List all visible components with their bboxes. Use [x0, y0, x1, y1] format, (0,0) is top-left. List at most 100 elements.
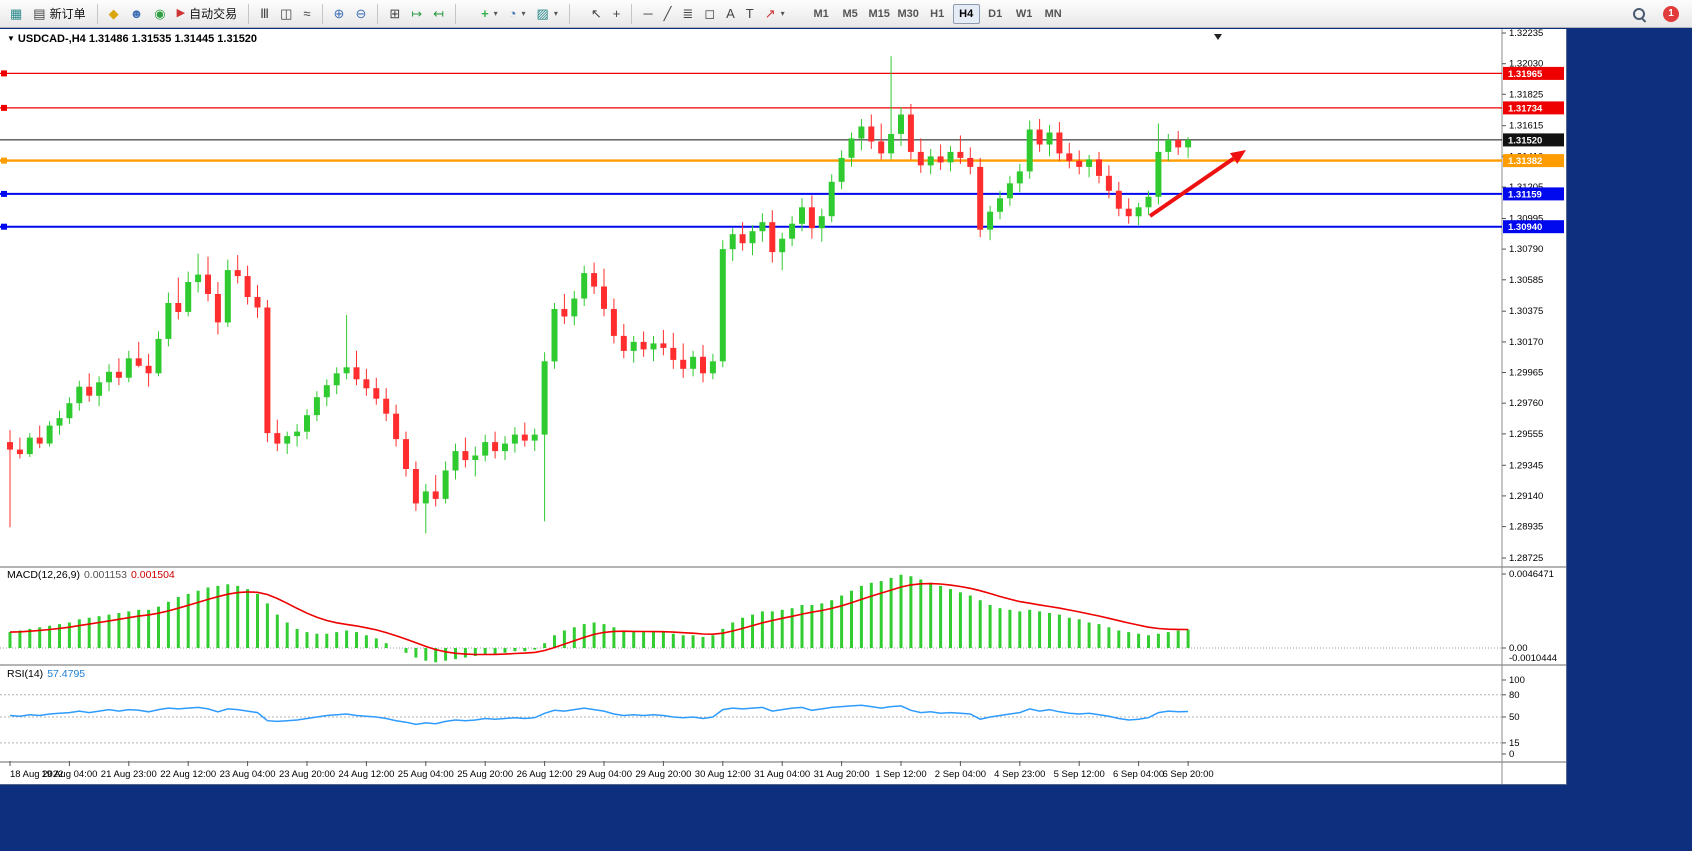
timeframe-w1[interactable]: W1 — [1011, 4, 1038, 24]
chart-window[interactable]: 1.322351.320301.318251.316151.314101.312… — [0, 29, 1567, 785]
timeframe-m1[interactable]: M1 — [808, 4, 835, 24]
trendline-icon: ╱ — [663, 6, 672, 21]
zoom-out-button[interactable]: ⊖ — [350, 3, 371, 25]
trendline-tool-button[interactable]: ╱ — [659, 3, 677, 25]
timeframe-mn[interactable]: MN — [1040, 4, 1067, 24]
timeframe-m15[interactable]: M15 — [866, 4, 893, 24]
auto-scroll-button[interactable]: ↦ — [406, 3, 427, 25]
svg-text:6 Sep 20:00: 6 Sep 20:00 — [1162, 769, 1213, 780]
svg-text:0.0046471: 0.0046471 — [1509, 569, 1554, 580]
market-button[interactable]: ◆ — [104, 3, 124, 25]
chart-canvas[interactable]: 1.322351.320301.318251.316151.314101.312… — [0, 29, 1566, 784]
periods-button[interactable]: ◔ ▾ — [504, 3, 531, 25]
svg-text:1.29345: 1.29345 — [1509, 460, 1543, 471]
dropdown-icon: ▾ — [493, 9, 498, 18]
toolbar-separator — [455, 3, 457, 24]
community-button[interactable]: ◉ — [149, 3, 170, 25]
cursor-button[interactable]: ↖ — [586, 3, 607, 25]
support-resistance-line[interactable] — [0, 157, 1502, 164]
svg-text:50: 50 — [1509, 712, 1520, 723]
timeframe-m30[interactable]: M30 — [895, 4, 922, 24]
zoom-out-icon: ⊖ — [355, 6, 367, 21]
svg-text:1 Sep 12:00: 1 Sep 12:00 — [875, 769, 926, 780]
svg-text:1.31615: 1.31615 — [1509, 121, 1543, 132]
auto-trading-button[interactable]: ▶ 自动交易 — [172, 3, 242, 25]
timeframe-h1[interactable]: H1 — [924, 4, 951, 24]
community-icon: ◉ — [154, 6, 166, 21]
line-chart-button[interactable]: ≈ — [298, 3, 315, 25]
svg-text:2 Sep 04:00: 2 Sep 04:00 — [935, 769, 986, 780]
search-button[interactable] — [1626, 3, 1652, 25]
toolbar-separator — [377, 3, 379, 24]
macd-signal-value: 0.001504 — [130, 569, 175, 581]
trend-arrow[interactable] — [1148, 150, 1246, 218]
macd-layer: 0.0046471 0.00-0.0010444 — [8, 569, 1557, 664]
zoom-in-button[interactable]: ⊕ — [329, 3, 350, 25]
fibonacci-tool-button[interactable]: ≣ — [677, 3, 698, 25]
rsi-layer: 100 80 50 150 — [9, 675, 1525, 760]
tile-windows-button[interactable]: ⊞ — [384, 3, 405, 25]
svg-text:1.29760: 1.29760 — [1509, 398, 1543, 409]
svg-text:-0.0010444: -0.0010444 — [1509, 653, 1557, 664]
bar-chart-button[interactable]: Ⅲ — [255, 3, 274, 25]
toolbar-separator — [96, 3, 98, 24]
svg-text:100: 100 — [1509, 675, 1525, 686]
crosshair-icon: + — [612, 6, 621, 21]
svg-text:15: 15 — [1509, 738, 1520, 749]
svg-text:1.32235: 1.32235 — [1509, 29, 1543, 39]
label-tool-button[interactable]: T — [741, 3, 759, 25]
price-tags: 1.31965 1.31734 1.31382 1.31159 1.30940 1.315… — [1503, 66, 1564, 234]
chart-ohlc-values: 1.31486 1.31535 1.31445 1.31520 — [88, 33, 258, 45]
svg-text:1.28935: 1.28935 — [1509, 522, 1543, 533]
svg-text:1.31159: 1.31159 — [1508, 189, 1542, 200]
timeframe-d1[interactable]: D1 — [982, 4, 1009, 24]
label-tool-icon: T — [745, 6, 754, 21]
horizontal-line-tool-button[interactable]: ─ — [638, 3, 657, 25]
macd-indicator-label: MACD(12,26,9) 0.001153 0.001504 — [7, 569, 175, 581]
shapes-tool-button[interactable]: ◻ — [699, 3, 720, 25]
svg-text:31 Aug 04:00: 31 Aug 04:00 — [754, 769, 810, 780]
macd-name: MACD(12,26,9) — [7, 569, 80, 581]
search-icon — [1631, 6, 1647, 22]
timeframe-m5[interactable]: M5 — [837, 4, 864, 24]
support-resistance-line[interactable] — [0, 223, 1502, 230]
toolbar-separator — [248, 3, 250, 24]
svg-text:1.30790: 1.30790 — [1509, 244, 1543, 255]
fibonacci-icon: ≣ — [682, 6, 694, 21]
mdi-area: 1.322351.320301.318251.316151.314101.312… — [0, 28, 1692, 851]
svg-text:0: 0 — [1509, 749, 1514, 760]
svg-text:5 Sep 12:00: 5 Sep 12:00 — [1054, 769, 1105, 780]
periods-clock-icon: ◔ — [508, 6, 517, 21]
candle-chart-button[interactable]: ◫ — [275, 3, 297, 25]
support-resistance-line[interactable] — [0, 104, 1502, 111]
text-tool-icon: A — [726, 6, 735, 21]
bar-chart-icon: Ⅲ — [260, 6, 270, 21]
dropdown-icon: ▾ — [780, 9, 785, 18]
svg-text:1.32030: 1.32030 — [1509, 59, 1543, 70]
timeframe-h4[interactable]: H4 — [952, 3, 980, 24]
chart-menu-icon: ▼ — [7, 34, 15, 43]
text-tool-button[interactable]: A — [721, 3, 740, 25]
svg-text:1.30170: 1.30170 — [1509, 337, 1543, 348]
timeframe-group: M1 M5 M15 M30 H1 H4 D1 W1 MN — [807, 3, 1068, 24]
svg-text:0.00: 0.00 — [1509, 643, 1528, 654]
svg-text:30 Aug 12:00: 30 Aug 12:00 — [695, 769, 751, 780]
profile-button[interactable]: ☻ — [125, 3, 149, 25]
market-icon: ◆ — [108, 6, 119, 21]
notification-badge[interactable]: 1 — [1663, 5, 1679, 22]
templates-button[interactable]: ▨ ▾ — [532, 3, 563, 25]
new-chart-button[interactable]: ▦ — [5, 3, 27, 25]
indicators-button[interactable]: + ▾ — [476, 3, 503, 25]
crosshair-button[interactable]: + — [608, 3, 626, 25]
rsi-indicator-label: RSI(14) 57.4795 — [7, 668, 85, 680]
arrows-tool-button[interactable]: ↗ ▾ — [760, 3, 790, 25]
svg-text:1.28725: 1.28725 — [1509, 553, 1543, 564]
new-order-button[interactable]: ▤ 新订单 — [28, 3, 90, 25]
support-resistance-line[interactable] — [0, 190, 1502, 197]
auto-trading-icon: ▶ — [176, 7, 186, 19]
chart-shift-button[interactable]: ↤ — [428, 3, 449, 25]
support-resistance-line[interactable] — [0, 70, 1502, 77]
tile-windows-icon: ⊞ — [389, 6, 401, 21]
auto-scroll-icon: ↦ — [411, 6, 423, 21]
